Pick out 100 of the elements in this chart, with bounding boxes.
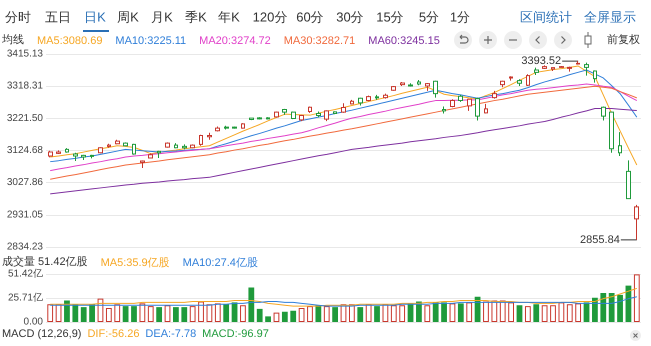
- text: 15分: [376, 10, 404, 24]
- bar: [366, 304, 372, 322]
- candlestick: [484, 103, 488, 114]
- candlestick: [509, 76, 513, 82]
- text: MA5:35.9亿股: [100, 257, 170, 269]
- candlestick: [442, 106, 446, 114]
- bar: [64, 300, 70, 322]
- bar: [566, 304, 573, 322]
- y-tick-label: 3027.86: [6, 177, 44, 188]
- candlestick: [375, 94, 379, 100]
- text: MA60:3245.15: [368, 35, 440, 47]
- candlestick: [232, 126, 237, 130]
- bar: [617, 294, 623, 322]
- candlestick: [224, 125, 229, 130]
- line-series: [50, 108, 638, 194]
- bar: [164, 305, 170, 322]
- candlestick: [576, 60, 580, 66]
- bar: [98, 298, 104, 322]
- bar: [575, 303, 582, 322]
- line-series: [50, 296, 638, 307]
- candlestick: [601, 106, 606, 121]
- text: 日K: [84, 10, 106, 24]
- bar: [474, 296, 480, 322]
- y-tick-label: 51.42亿: [8, 268, 43, 280]
- bar: [466, 302, 472, 322]
- candlestick: [526, 74, 530, 86]
- candlestick: [107, 143, 111, 148]
- candlestick: [450, 98, 455, 108]
- bar: [450, 303, 456, 322]
- bar: [374, 306, 380, 322]
- candlestick: [333, 110, 337, 115]
- y-tick-label: 3415.13: [6, 48, 44, 60]
- bar: [214, 303, 221, 322]
- bar: [516, 305, 522, 322]
- candlestick: [534, 67, 539, 76]
- text: MA20:3274.72: [199, 35, 271, 47]
- bar: [106, 308, 112, 322]
- bar: [156, 307, 162, 322]
- candlestick: [634, 204, 639, 240]
- bar: [206, 304, 212, 322]
- bar: [89, 304, 95, 322]
- candlestick: [366, 95, 371, 102]
- candlestick: [249, 117, 254, 121]
- bar: [626, 286, 632, 322]
- candlestick: [90, 154, 94, 159]
- line-series: [50, 288, 638, 307]
- y-tick-label: 2834.23: [6, 242, 44, 252]
- text: 120分: [252, 10, 288, 24]
- bar: [524, 306, 531, 322]
- bar: [256, 308, 263, 322]
- candlestick: [73, 152, 78, 162]
- bar: [290, 310, 296, 322]
- candlestick: [350, 99, 354, 106]
- bar: [223, 304, 230, 322]
- candlestick: [542, 64, 547, 70]
- bar: [240, 305, 246, 322]
- candlestick: [425, 82, 430, 92]
- bar: [190, 306, 196, 322]
- bar: [550, 305, 556, 322]
- text: MACD (12,26,9): [2, 328, 82, 340]
- candlestick: [274, 111, 279, 118]
- candlestick: [567, 66, 572, 72]
- text: MA10:3225.11: [115, 35, 186, 47]
- bar: [181, 307, 188, 322]
- bar: [357, 307, 364, 322]
- candlestick: [383, 93, 388, 100]
- y-tick-label: 0.00: [24, 316, 44, 328]
- y-tick-label: 3124.68: [6, 145, 44, 156]
- bar: [558, 302, 564, 322]
- annotation: 2855.84: [580, 234, 620, 246]
- candlestick: [215, 126, 220, 132]
- candlestick: [157, 150, 161, 159]
- text: DIF:-56.26: [87, 328, 140, 340]
- candlestick: [98, 146, 103, 154]
- candlestick: [500, 80, 505, 88]
- candlestick: [626, 160, 631, 200]
- candlestick: [182, 144, 187, 150]
- candlestick: [458, 94, 463, 102]
- candlestick: [190, 144, 195, 149]
- candlestick: [618, 132, 622, 157]
- legend-title: 成交量 51.42亿股: [2, 255, 88, 268]
- text: MA30:3282.71: [284, 35, 356, 47]
- bar: [533, 304, 540, 322]
- candlestick: [551, 66, 555, 72]
- candlestick: [467, 98, 472, 112]
- y-tick-label: 3221.50: [6, 112, 44, 124]
- candlestick: [123, 142, 128, 147]
- bar: [416, 301, 422, 322]
- candlestick: [308, 106, 312, 114]
- candlestick: [148, 152, 153, 159]
- candlestick: [517, 78, 522, 86]
- bar: [122, 306, 129, 322]
- bar: [634, 274, 640, 322]
- candlestick: [199, 134, 203, 146]
- text: MA5:3080.69: [37, 35, 102, 47]
- text: 30分: [336, 10, 364, 24]
- candlestick: [609, 111, 614, 154]
- text: MACD:-96.97: [202, 328, 269, 340]
- bar: [483, 301, 489, 322]
- bar: [148, 306, 154, 322]
